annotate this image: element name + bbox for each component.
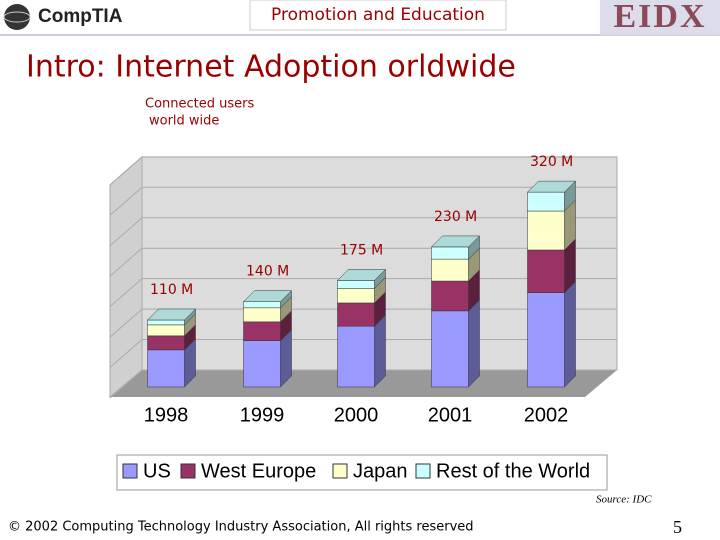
grid-line (109, 156, 143, 186)
bar (527, 249, 565, 293)
grid-line (109, 339, 143, 368)
bar (431, 280, 469, 312)
grid-line (109, 278, 143, 308)
bar (431, 310, 469, 388)
total-label: 230 M (434, 209, 477, 225)
banner: Promotion and Education (271, 5, 485, 25)
total-label: 320 M (530, 154, 573, 170)
bar-top (146, 308, 197, 321)
bar (243, 301, 281, 309)
logo-orbit (3, 11, 31, 23)
logo-globe (4, 4, 30, 30)
total-label: 110 M (150, 282, 193, 298)
subtitle: world wide (149, 114, 219, 129)
bar (147, 349, 185, 388)
legend-swatch (332, 463, 348, 479)
legend-swatch (122, 463, 138, 479)
bar-top (526, 180, 577, 193)
right-logo-bg (600, 0, 720, 35)
x-tick-label: 1999 (240, 404, 285, 426)
x-tick-label: 1998 (144, 404, 189, 426)
bar (337, 302, 375, 327)
bar (243, 321, 281, 341)
bar (147, 335, 185, 351)
bar-top (336, 269, 387, 281)
bar-side (468, 299, 480, 388)
logo-text: CompTIA (38, 6, 123, 27)
grid-line (109, 247, 143, 277)
bar-side (564, 281, 576, 388)
legend-swatch (180, 463, 196, 479)
x-tick-label: 2002 (524, 404, 569, 426)
legend-label: Japan (353, 460, 408, 482)
legend-box (116, 454, 608, 491)
legend-label: Rest of the World (436, 460, 590, 482)
grid-line (109, 308, 143, 338)
bar (147, 319, 185, 326)
total-label: 140 M (246, 264, 289, 280)
source: Source: IDC (596, 494, 652, 506)
bar (527, 292, 565, 388)
x-tick-label: 2000 (334, 404, 379, 426)
x-tick-label: 2001 (428, 404, 473, 426)
legend-label: US (143, 460, 171, 482)
grid-line (109, 186, 143, 216)
slide-title: Intro: Internet Adoption orldwide (26, 50, 516, 85)
page-number: 5 (673, 517, 682, 537)
bar (337, 288, 375, 304)
bar (147, 324, 185, 337)
bar (337, 280, 375, 289)
bar-side (374, 314, 386, 388)
bar (431, 258, 469, 282)
banner-box (249, 0, 507, 31)
bar-top (430, 235, 481, 248)
bar (527, 210, 565, 251)
bar (243, 340, 281, 388)
total-label: 175 M (340, 242, 383, 258)
bar-top (242, 290, 293, 302)
right-logo: EIDX (613, 0, 706, 35)
bar (527, 191, 565, 212)
subtitle: Connected users (145, 97, 254, 112)
bar (337, 325, 375, 388)
grid-line (109, 369, 143, 399)
copyright: © 2002 Computing Technology Industry Ass… (8, 520, 474, 535)
legend-swatch (415, 463, 431, 479)
bar (431, 246, 469, 260)
grid-line (109, 217, 143, 247)
legend-label: West Europe (201, 460, 316, 482)
side-wall (109, 155, 143, 399)
bar (243, 307, 281, 323)
